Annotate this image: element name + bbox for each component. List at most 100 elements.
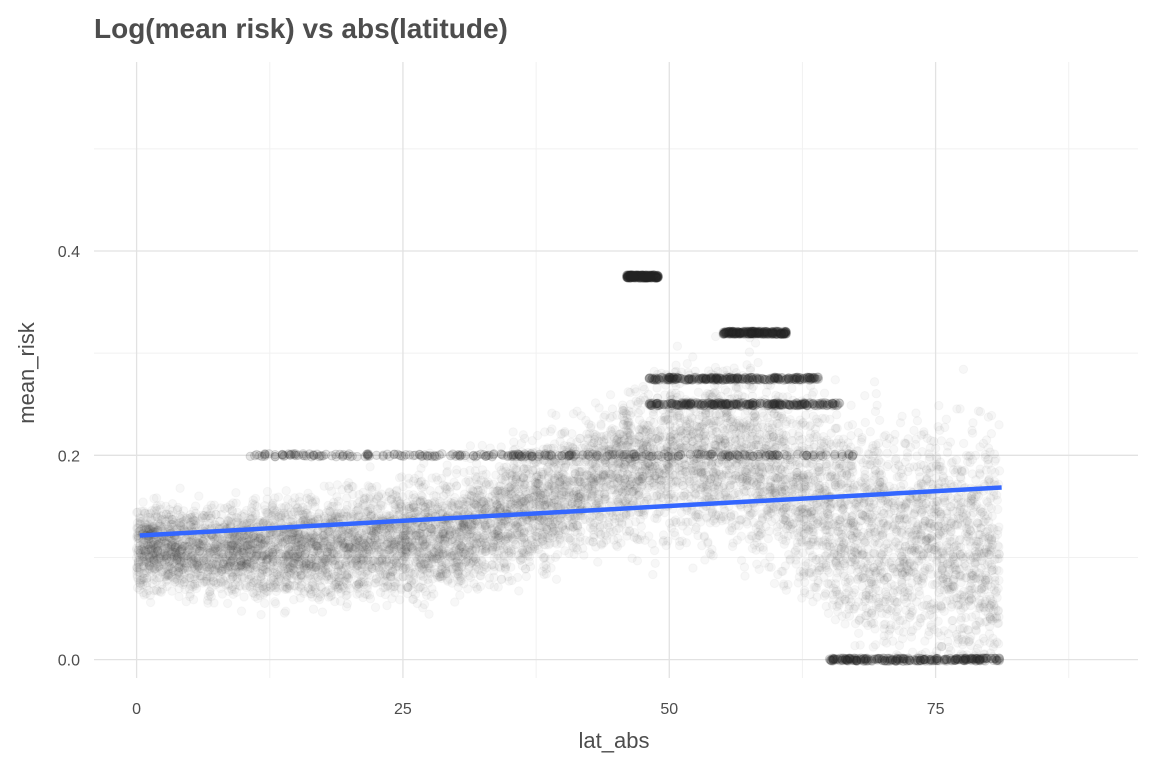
data-point [669,411,678,421]
data-point [968,531,978,540]
data-point [532,471,542,480]
data-point [798,504,807,513]
data-point [940,423,949,432]
data-point [731,376,740,386]
data-point [770,488,780,497]
data-point [558,521,567,531]
data-point [488,451,498,461]
data-point [142,524,151,533]
data-point [341,543,351,553]
data-point [539,494,548,503]
data-point [226,544,236,554]
data-point [903,467,913,476]
data-point [747,509,757,518]
data-point [831,375,840,385]
data-point [465,490,474,500]
data-point [354,579,363,589]
data-point [876,466,885,476]
data-point [480,547,490,556]
data-point [542,481,552,491]
data-point [799,522,808,531]
data-point [685,425,694,435]
data-point [189,555,198,564]
data-point [182,597,191,606]
data-point [359,542,369,552]
data-point [593,557,602,567]
data-point [582,470,592,479]
data-point [659,536,668,545]
data-point [900,559,909,568]
data-point [623,387,633,397]
data-point [496,519,505,528]
data-point [269,561,279,570]
data-point [587,473,596,483]
data-point [532,532,541,541]
data-point [575,532,585,542]
data-point [976,407,985,416]
data-point [924,449,934,459]
data-point [978,507,987,517]
data-point [219,539,229,549]
data-point [944,643,954,652]
data-point [419,535,428,544]
data-point [397,472,406,482]
data-point [701,454,710,464]
data-point [783,580,793,589]
data-point [664,447,673,456]
data-point [356,529,366,538]
data-point [157,567,166,577]
data-point [343,590,352,600]
data-point [382,492,391,501]
data-point [696,458,706,467]
data-point [181,551,191,561]
data-point [197,533,207,543]
data-point [907,544,917,553]
data-point [404,537,414,547]
data-point [260,530,269,539]
data-point [635,535,645,544]
data-point [256,610,266,619]
data-point [625,510,635,520]
data-point [990,555,1000,564]
data-point [743,475,752,485]
data-point [794,431,803,441]
data-point [667,451,677,461]
data-point [493,486,502,496]
data-point [885,596,894,605]
data-point [548,520,558,529]
data-point [639,426,648,435]
data-point [342,512,351,521]
data-point [622,441,632,450]
data-point [889,506,899,515]
data-point [735,474,744,484]
data-point [757,509,767,519]
data-point [640,437,649,446]
data-point [701,408,711,418]
data-point [288,532,298,541]
data-point [440,482,450,491]
data-point [276,511,285,521]
data-point [663,447,672,456]
data-point [681,419,691,429]
data-point [699,402,708,411]
data-point [899,500,908,510]
data-point [865,528,875,537]
data-point [961,573,970,583]
data-point [168,550,178,560]
data-point [395,558,405,568]
data-point [683,526,692,536]
points-layer [132,270,1005,666]
data-point [963,532,972,541]
data-point [645,475,654,485]
data-point [313,546,322,555]
data-point [387,495,396,504]
data-point [729,510,739,520]
data-point [434,547,443,556]
data-point [519,430,528,440]
data-point [244,557,253,566]
data-point [318,607,327,617]
data-point [342,543,352,552]
data-point [726,437,735,446]
data-point [549,513,558,522]
